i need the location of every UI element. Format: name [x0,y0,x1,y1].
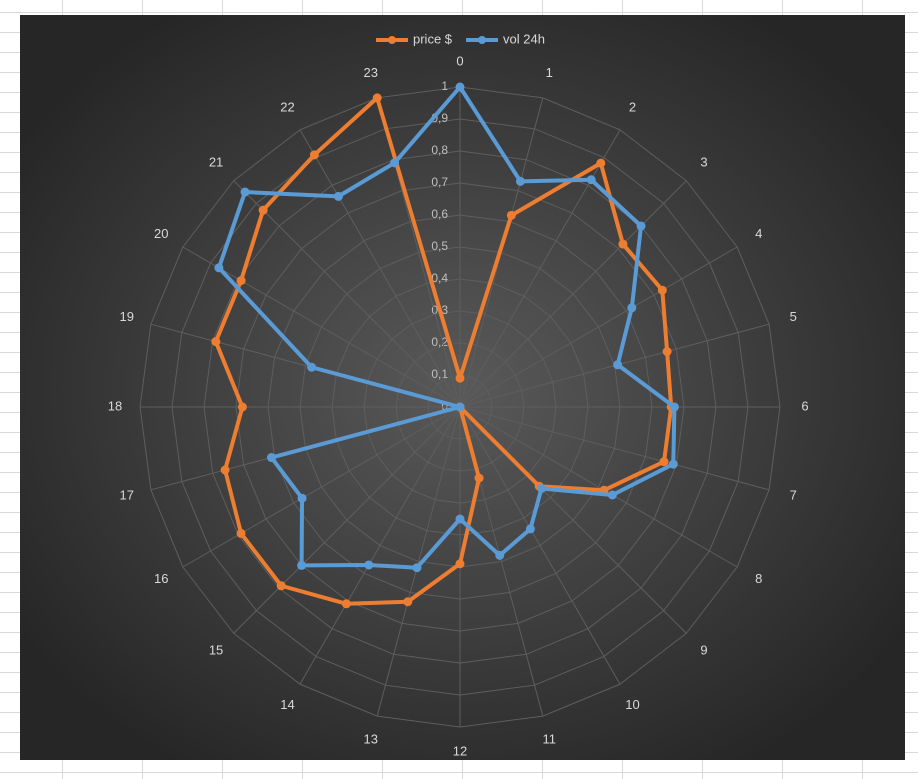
marker [659,457,669,467]
marker [455,402,465,412]
marker [669,402,679,412]
y-tick-label: 0,5 [431,239,448,253]
category-label: 10 [625,697,639,712]
y-tick-label: 1 [441,79,448,93]
y-tick-label: 0,4 [431,271,448,285]
spoke [233,180,461,408]
spoke [459,406,621,685]
category-label: 21 [209,154,223,169]
marker [297,493,307,503]
spoke [459,246,738,408]
spoke [299,406,461,685]
category-label: 18 [108,398,122,413]
category-label: 23 [363,65,377,80]
category-label: 16 [154,571,168,586]
spoke [459,180,687,408]
y-tick-label: 0,7 [431,175,448,189]
y-tick-label: 0 [441,399,448,413]
marker [455,82,465,92]
spoke [299,129,461,408]
marker [613,360,623,370]
marker [636,221,646,231]
y-tick-label: 0,6 [431,207,448,221]
category-label: 19 [120,309,134,324]
category-label: 4 [755,226,762,241]
marker [333,191,343,201]
marker [237,402,247,412]
spoke [233,406,461,634]
category-label: 15 [209,642,223,657]
marker [220,465,230,475]
category-label: 0 [456,53,463,68]
marker [390,158,400,168]
marker [506,210,516,220]
category-label: 7 [790,488,797,503]
category-label: 17 [120,488,134,503]
marker [596,158,606,168]
marker [455,514,465,524]
category-label: 13 [363,732,377,747]
marker [341,599,351,609]
category-label: 9 [700,642,707,657]
marker [412,563,422,573]
marker [657,285,667,295]
spoke [376,406,461,717]
marker [276,581,286,591]
marker [211,337,221,347]
legend-label: vol 24h [503,31,545,46]
category-label: 5 [790,309,797,324]
y-tick-label: 0,2 [431,335,448,349]
category-label: 3 [700,154,707,169]
marker [607,490,617,500]
marker [515,176,525,186]
marker [240,187,250,197]
marker [236,528,246,538]
spoke [459,406,738,568]
marker [618,239,628,249]
marker [455,373,465,383]
spoke [459,406,770,491]
marker [495,550,505,560]
marker [372,93,382,103]
marker [455,559,465,569]
category-label: 12 [453,743,467,758]
category-label: 1 [546,65,553,80]
spoke [182,406,461,568]
category-label: 6 [801,398,808,413]
marker [525,524,535,534]
legend-marker [388,36,396,44]
marker [297,560,307,570]
y-tick-label: 0,1 [431,367,448,381]
marker [627,303,637,313]
category-label: 20 [154,226,168,241]
marker [668,459,678,469]
spoke [182,246,461,408]
y-tick-label: 0,8 [431,143,448,157]
marker [236,276,246,286]
marker [364,560,374,570]
category-label: 2 [629,100,636,115]
category-label: 8 [755,571,762,586]
marker [307,362,317,372]
marker [309,150,319,160]
marker [662,347,672,357]
marker [214,263,224,273]
legend-marker [478,36,487,44]
chart-area [20,15,905,760]
category-label: 11 [543,732,557,747]
marker [474,473,484,483]
marker [258,205,268,215]
marker [403,597,413,607]
marker [536,483,546,493]
category-label: 14 [280,697,294,712]
category-label: 22 [280,100,294,115]
marker [586,175,596,185]
marker [266,453,276,463]
legend-label: price $ [413,31,453,46]
